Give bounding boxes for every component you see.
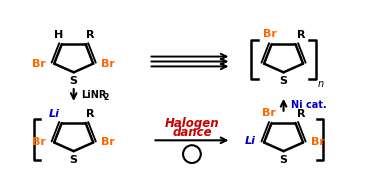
Text: Ni cat.: Ni cat. — [291, 100, 327, 110]
Text: S: S — [70, 76, 78, 86]
Text: Br: Br — [33, 59, 46, 69]
Text: H: H — [54, 30, 64, 40]
Text: R: R — [86, 30, 95, 40]
Text: Br: Br — [262, 108, 276, 118]
Text: Br: Br — [101, 59, 115, 69]
Text: R: R — [297, 30, 306, 40]
Text: n: n — [318, 79, 324, 89]
Text: Br: Br — [311, 137, 325, 147]
Text: dance: dance — [172, 126, 212, 139]
Text: LiNR: LiNR — [82, 90, 107, 100]
Text: R: R — [86, 109, 95, 119]
Text: Li: Li — [245, 136, 256, 146]
Text: R: R — [297, 109, 306, 119]
Text: S: S — [279, 76, 288, 86]
Text: Halogen: Halogen — [165, 118, 219, 130]
Text: Br: Br — [33, 137, 46, 147]
Text: S: S — [70, 155, 78, 165]
Text: Br: Br — [263, 29, 277, 39]
Text: Br: Br — [101, 137, 115, 147]
Text: S: S — [279, 155, 288, 165]
Text: Li: Li — [48, 109, 59, 119]
Text: 2: 2 — [103, 93, 108, 102]
